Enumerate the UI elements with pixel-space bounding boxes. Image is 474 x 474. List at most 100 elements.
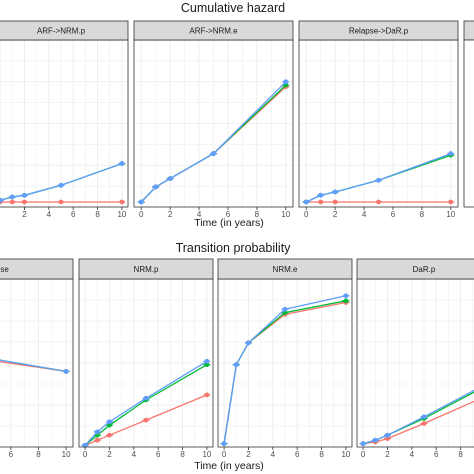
data-point	[143, 395, 149, 401]
strip-background	[133, 20, 294, 41]
data-point	[421, 414, 427, 420]
data-point	[372, 437, 378, 443]
x-tick-label: 10	[202, 450, 211, 459]
panel-ARF->NRM.p: ARF->NRM.p 2 4 6 8 10	[0, 20, 129, 219]
data-point	[332, 199, 338, 205]
data-point	[282, 306, 288, 312]
data-point	[107, 432, 112, 438]
x-tick-label: 0	[304, 210, 309, 219]
data-point	[385, 432, 390, 438]
strip-label: elapse	[0, 265, 9, 274]
x-tick-label: 10	[117, 210, 126, 219]
data-point	[143, 417, 149, 423]
x-tick-label: 2	[22, 210, 27, 219]
edge-panel-frame	[463, 39, 474, 208]
series-line-1	[0, 361, 67, 373]
x-tick-label: 10	[281, 210, 290, 219]
x-tick-label: 4	[47, 210, 52, 219]
data-point	[94, 437, 100, 443]
data-point	[221, 441, 227, 447]
data-point	[421, 421, 427, 426]
data-point	[9, 199, 15, 205]
strip-label: ARF->NRM.e	[189, 27, 238, 36]
panel-NRM.e: NRM.e 0 2 4 6 8 10	[217, 258, 353, 459]
data-point	[303, 199, 309, 205]
top-section-title: Cumulative hazard	[181, 1, 285, 15]
data-point	[318, 192, 324, 198]
data-point	[448, 199, 454, 205]
data-point	[94, 429, 100, 435]
x-tick-label: 2	[385, 450, 390, 459]
data-point	[58, 199, 64, 205]
data-point	[153, 184, 159, 190]
strip-label: Relapse->DaR.p	[349, 27, 409, 36]
strip-label: NRM.p	[134, 265, 159, 274]
x-tick-label: 0	[83, 450, 88, 459]
panels-layer: ARF->NRM.p 2 4 6 8 10 ARF->NRM.e 0 2 4 6 8 10 Relapse…	[0, 20, 474, 459]
data-point	[385, 436, 390, 441]
panel-border	[0, 278, 74, 448]
x-tick-label: 4	[410, 450, 415, 459]
x-tick-label: 6	[295, 450, 300, 459]
x-tick-label: 10	[341, 450, 350, 459]
x-tick-label: 2	[333, 210, 338, 219]
x-tick-label: 8	[255, 210, 260, 219]
data-point	[138, 199, 144, 205]
data-point	[233, 362, 239, 368]
x-tick-label: 4	[197, 210, 202, 219]
data-point	[282, 310, 288, 315]
data-point	[343, 298, 349, 304]
panel-NRM.p: NRM.p 0 2 4 6 8 10	[78, 258, 214, 459]
panel-Relapse: elapse0246810	[0, 258, 74, 459]
x-tick-label: 2	[168, 210, 173, 219]
panel-Relapse->DaR.p: Relapse->DaR.p 0 2 4 6 8 10	[298, 20, 459, 219]
x-tick-label: 2	[246, 450, 251, 459]
bottom-x-axis-title: Time (in years)	[194, 460, 264, 472]
strip-background	[356, 258, 474, 280]
data-point	[9, 194, 15, 200]
x-tick-label: 6	[71, 210, 76, 219]
data-point	[376, 199, 381, 205]
data-point	[0, 197, 3, 203]
series-line-3	[0, 359, 67, 373]
x-tick-label: 6	[156, 450, 161, 459]
x-tick-label: 4	[132, 450, 137, 459]
x-tick-label: 4	[362, 210, 367, 219]
bottom-section-title: Transition probability	[176, 241, 292, 255]
x-tick-label: 2	[107, 450, 112, 459]
data-point	[107, 419, 112, 425]
data-point	[318, 199, 324, 205]
data-point	[119, 199, 125, 205]
strip-label: NRM.e	[273, 265, 298, 274]
data-point	[246, 340, 251, 346]
data-point	[204, 392, 210, 398]
data-point	[22, 199, 27, 205]
x-tick-label: 0	[361, 450, 366, 459]
data-point	[448, 151, 454, 156]
strip-background	[0, 20, 129, 41]
data-point	[63, 369, 69, 374]
x-tick-label: 8	[319, 450, 324, 459]
data-point	[22, 192, 27, 198]
x-tick-label: 8	[180, 450, 185, 459]
x-tick-label: 6	[9, 450, 14, 459]
data-point	[119, 161, 125, 166]
edge-panel-strip	[463, 20, 474, 41]
x-tick-label: 10	[62, 450, 71, 459]
data-point	[360, 441, 366, 447]
strip-background	[217, 258, 353, 280]
x-tick-label: 8	[458, 450, 463, 459]
data-point	[211, 151, 216, 156]
x-tick-label: 0	[139, 210, 144, 219]
x-tick-label: 6	[434, 450, 439, 459]
data-point	[107, 422, 112, 428]
x-tick-label: 10	[446, 210, 455, 219]
x-tick-label: 8	[95, 210, 100, 219]
strip-background	[78, 258, 214, 280]
strip-label: DaR.p	[413, 265, 436, 274]
strip-label: ARF->NRM.p	[37, 27, 86, 36]
strip-background	[298, 20, 459, 41]
data-point	[204, 362, 210, 368]
